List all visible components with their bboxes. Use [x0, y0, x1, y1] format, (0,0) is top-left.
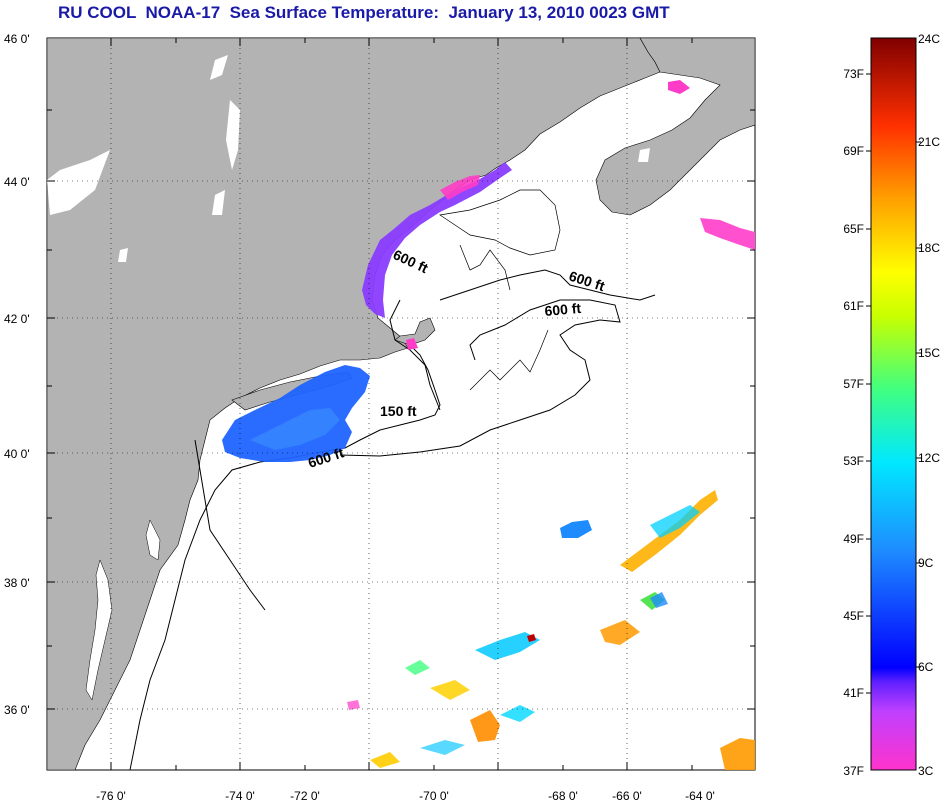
- lon-label: -68 0': [548, 789, 578, 803]
- sst-offshore-12: [420, 740, 465, 755]
- sst-offshore-1: [560, 520, 592, 538]
- colorbar-c-label: 21C: [918, 135, 940, 149]
- map-title: RU COOL NOAA-17 Sea Surface Temperature:…: [58, 3, 670, 22]
- colorbar-f-label: 65F: [843, 222, 864, 236]
- longitude-labels: -76 0' -74 0' -72 0' -70 0' -68 0' -66 0…: [96, 789, 715, 803]
- sst-cape-pink: [406, 338, 418, 350]
- colorbar-f-label: 45F: [843, 609, 864, 623]
- lat-label: 44 0': [4, 175, 30, 189]
- colorbar-c-label: 18C: [918, 241, 940, 255]
- contour-label: 600 ft: [544, 300, 582, 319]
- colorbar-c-label: 6C: [918, 660, 934, 674]
- colorbar-c-label: 15C: [918, 346, 940, 360]
- contour-canyon: [469, 329, 549, 391]
- contour-inner: [439, 189, 561, 256]
- colorbar-f-label: 37F: [843, 764, 864, 778]
- colorbar-c-label: 12C: [918, 451, 940, 465]
- lon-label: -64 0': [685, 789, 715, 803]
- lat-label: 46 0': [4, 32, 30, 46]
- contour-150ft: [389, 299, 441, 411]
- chesapeake-bay: [85, 559, 113, 701]
- sst-offshore-14: [650, 592, 668, 608]
- contour-600ft-gb: [339, 299, 621, 457]
- colorbar-c-label: 9C: [918, 556, 934, 570]
- sst-offshore-11: [370, 752, 400, 768]
- lat-label: 38 0': [4, 576, 30, 590]
- grid-lines: [47, 38, 755, 770]
- colorbar-f-label: 73F: [843, 67, 864, 81]
- colorbar-f-label: 49F: [843, 532, 864, 546]
- lake: [118, 248, 128, 262]
- sst-offshore-8: [405, 660, 430, 675]
- sst-coastal-maine: [362, 162, 512, 318]
- sst-offshore-9: [720, 738, 755, 770]
- sst-offshore-2b: [650, 505, 700, 538]
- sst-offshore-5: [475, 632, 540, 660]
- sst-offshore-7: [430, 680, 470, 700]
- lat-label: 40 0': [4, 447, 30, 461]
- colorbar-f-label: 57F: [843, 377, 864, 391]
- sst-southern-light: [250, 408, 340, 450]
- lake: [226, 100, 240, 170]
- colorbar-f-label: 41F: [843, 686, 864, 700]
- colorbar-gradient: [870, 37, 917, 771]
- contour-label: 150 ft: [380, 403, 417, 419]
- sst-offshore-6: [470, 710, 500, 742]
- lake: [47, 150, 110, 215]
- delaware-bay: [145, 519, 161, 561]
- lon-label: -66 0': [612, 789, 642, 803]
- colorbar: 73F 69F 65F 61F 57F 53F 49F 45F 41F 37F …: [843, 32, 940, 778]
- lon-label: -72 0': [290, 789, 320, 803]
- lon-label: -74 0': [225, 789, 255, 803]
- sst-data: [222, 80, 755, 770]
- sst-ns-pink: [700, 218, 755, 250]
- colorbar-f-label: 69F: [843, 144, 864, 158]
- contour-inner2: [459, 244, 511, 291]
- sst-coastal-pink: [440, 175, 480, 200]
- sst-offshore-4: [600, 620, 640, 645]
- lon-label: -76 0': [96, 789, 126, 803]
- axis-ticks: [47, 38, 755, 770]
- lake: [638, 148, 650, 162]
- lake: [210, 55, 228, 80]
- lat-label: 36 0': [4, 703, 30, 717]
- latitude-labels: 46 0' 44 0' 42 0' 40 0' 38 0' 36 0': [4, 32, 30, 717]
- land-nova-scotia: [595, 38, 755, 216]
- lon-label: -70 0': [419, 789, 449, 803]
- contour-600ft-gulf: [439, 269, 656, 301]
- colorbar-c-label: 3C: [918, 764, 934, 778]
- colorbar-f-label: 61F: [843, 299, 864, 313]
- lat-label: 42 0': [4, 312, 30, 326]
- lake: [212, 190, 225, 215]
- colorbar-f-label: 53F: [843, 454, 864, 468]
- sst-offshore-13: [527, 634, 536, 642]
- sst-bay-of-fundy: [668, 80, 690, 94]
- sst-offshore-15: [347, 700, 360, 710]
- contour-shelf: [194, 439, 266, 611]
- colorbar-c-label: 24C: [918, 32, 940, 46]
- sst-offshore-10: [500, 705, 535, 722]
